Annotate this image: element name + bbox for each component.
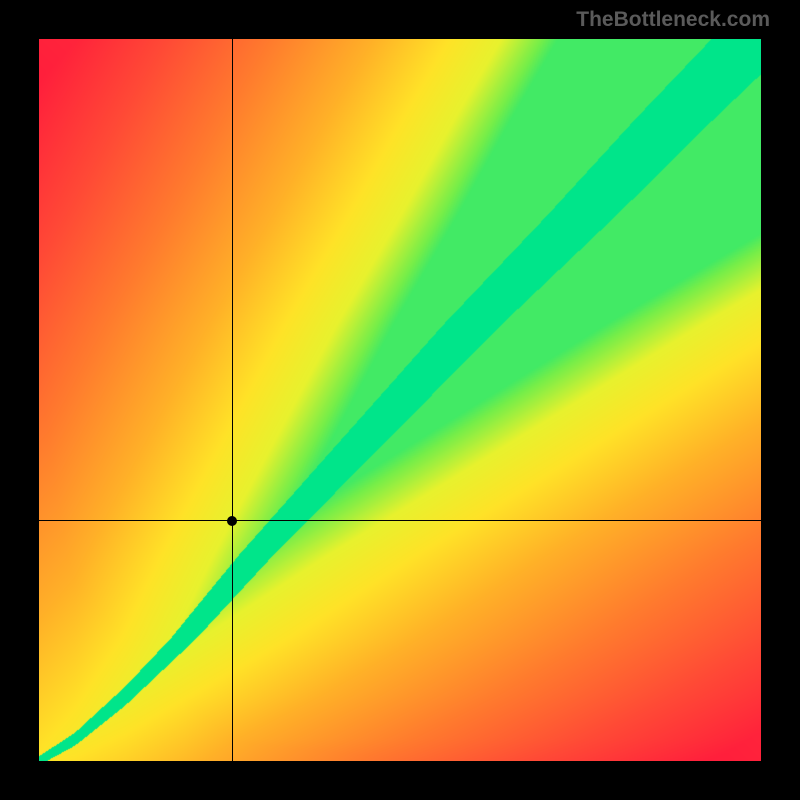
crosshair-marker [227,516,237,526]
crosshair-vertical [232,39,233,761]
crosshair-horizontal [39,520,761,521]
heatmap-plot [39,39,761,761]
attribution-text: TheBottleneck.com [576,8,770,32]
heatmap-canvas [39,39,761,761]
